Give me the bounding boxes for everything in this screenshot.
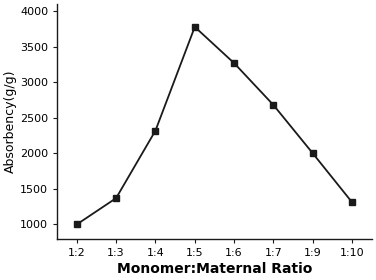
Y-axis label: Absorbency(g/g): Absorbency(g/g) [4,70,17,173]
X-axis label: Monomer:Maternal Ratio: Monomer:Maternal Ratio [117,262,312,276]
